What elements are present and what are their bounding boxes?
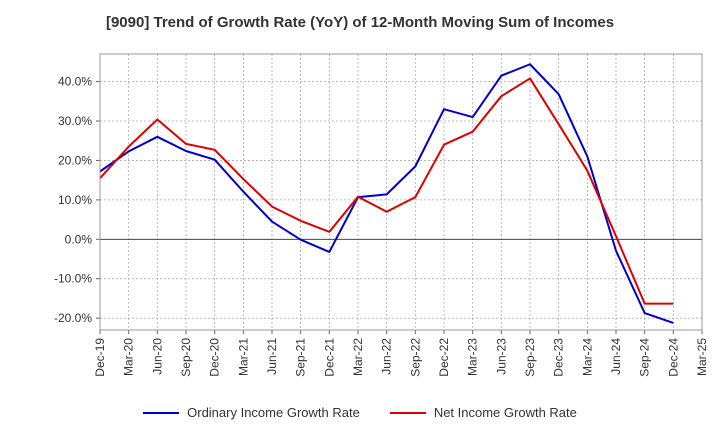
y-axis-ticks: -20.0% -10.0% 0.0% 10.0% 20.0% 30.0% 40.0% — [54, 75, 100, 325]
x-tick-label: Dec-20 — [208, 338, 222, 377]
x-tick-label: Sep-21 — [294, 338, 308, 377]
x-tick-label: Sep-22 — [408, 338, 422, 377]
plot-area — [100, 54, 702, 330]
x-tick-label: Mar-20 — [122, 338, 136, 376]
x-tick-label: Dec-19 — [93, 338, 107, 377]
x-tick-label: Dec-21 — [322, 338, 336, 377]
legend-label-net-income: Net Income Growth Rate — [433, 405, 577, 420]
y-tick-label: -20.0% — [54, 311, 92, 325]
x-tick-label: Mar-21 — [236, 338, 250, 376]
y-tick-label: 30.0% — [58, 114, 92, 128]
y-tick-label: 0.0% — [65, 232, 93, 246]
x-tick-label: Mar-25 — [695, 338, 709, 376]
legend: Ordinary Income Growth Rate Net Income G… — [0, 405, 720, 420]
legend-swatch-net-income — [389, 411, 426, 414]
legend-item-net-income: Net Income Growth Rate — [389, 405, 577, 420]
chart-title: [9090] Trend of Growth Rate (YoY) of 12-… — [105, 14, 615, 31]
x-tick-label: Jun-22 — [380, 338, 394, 375]
legend-label-ordinary-income: Ordinary Income Growth Rate — [187, 405, 360, 420]
x-tick-label: Sep-20 — [179, 338, 193, 377]
x-tick-label: Dec-22 — [437, 338, 451, 377]
x-tick-label: Sep-23 — [523, 338, 537, 377]
x-axis-ticks: Dec-19 Mar-20 Jun-20 Sep-20 Dec-20 Mar-21 Jun-… — [93, 330, 709, 377]
series-line-net-income — [99, 77, 674, 305]
y-tick-label: -10.0% — [54, 272, 92, 286]
plot-frame — [99, 53, 703, 331]
series-lines — [99, 63, 674, 324]
legend-item-ordinary-income: Ordinary Income Growth Rate — [143, 405, 360, 420]
series-line-ordinary-income — [99, 63, 674, 324]
x-tick-label: Jun-20 — [150, 338, 164, 375]
y-tick-label: 20.0% — [58, 153, 92, 167]
x-tick-label: Jun-23 — [494, 338, 508, 375]
y-tick-label: 10.0% — [58, 193, 92, 207]
grid-lines — [100, 54, 702, 330]
x-tick-label: Dec-24 — [666, 338, 680, 377]
x-tick-label: Mar-22 — [351, 338, 365, 376]
x-tick-label: Dec-23 — [552, 338, 566, 377]
x-tick-label: Sep-24 — [638, 338, 652, 377]
legend-swatch-ordinary-income — [143, 411, 180, 414]
y-tick-label: 40.0% — [58, 75, 92, 89]
x-tick-label: Jun-21 — [265, 338, 279, 375]
x-tick-label: Mar-24 — [580, 338, 594, 376]
x-tick-label: Mar-23 — [466, 338, 480, 376]
x-tick-label: Jun-24 — [609, 338, 623, 375]
